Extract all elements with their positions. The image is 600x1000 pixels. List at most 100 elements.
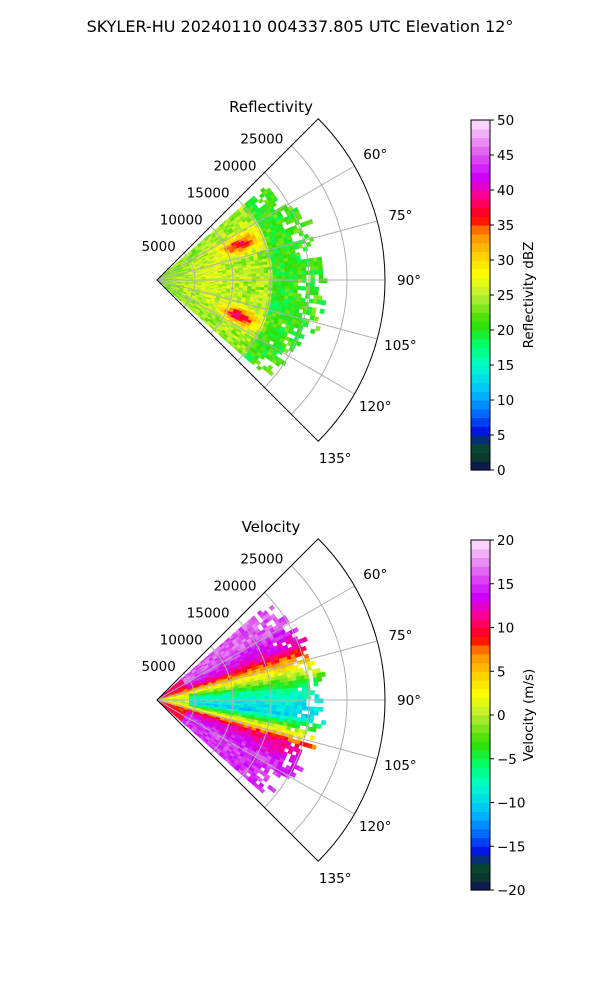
data-cell (293, 278, 299, 283)
radial-tick-label: 15000 (187, 185, 230, 201)
data-cell (301, 706, 307, 711)
colorbar-step (471, 356, 490, 366)
colorbar-step (471, 382, 490, 392)
radial-tick-label: 10000 (160, 632, 203, 648)
colorbar-step (471, 120, 490, 130)
data-cell (280, 285, 286, 290)
data-cell (226, 277, 232, 280)
data-cell (309, 710, 315, 716)
colorbar-step (471, 662, 490, 672)
data-cell (280, 282, 286, 286)
colorbar-step (471, 776, 490, 786)
colorbar-step (471, 575, 490, 585)
angle-tick-label: 90° (397, 693, 421, 709)
colorbar-step (471, 627, 490, 637)
colorbar: 0 5 10 15 20 25 30 35 40 45 50 Reflectivity dBZ (470, 113, 537, 479)
angle-tick-label: 135° (319, 451, 352, 467)
angle-tick-label: 105° (384, 758, 417, 774)
colorbar-step (471, 286, 490, 296)
data-cell (285, 701, 290, 707)
data-cell (280, 275, 286, 280)
data-cell (297, 243, 304, 249)
data-cell (314, 286, 319, 292)
data-cell (300, 713, 306, 719)
data-cell (255, 281, 261, 285)
data-cell (251, 701, 257, 705)
data-cell (234, 276, 240, 280)
colorbar-tick-label: 35 (497, 218, 514, 234)
data-cell (288, 709, 294, 714)
data-cell (301, 690, 307, 696)
colorbar-step (471, 198, 490, 209)
data-cell (308, 718, 314, 724)
data-cell (316, 723, 322, 730)
radial-tick-label: 25000 (240, 552, 283, 568)
colorbar-step (471, 715, 490, 725)
colorbar-step (471, 723, 490, 734)
colorbar-tick-label: 50 (497, 113, 514, 129)
colorbar-step (471, 820, 490, 830)
velocity-panel: Velocity 5000 10000 15000 20000 25000 60° 75° 90… (142, 518, 537, 899)
radial-tick-label: 20000 (214, 159, 257, 175)
data-cell (276, 692, 282, 697)
angle-tick-label: 105° (384, 338, 417, 354)
data-cell (314, 694, 320, 699)
colorbar-step (471, 338, 490, 349)
colorbar-label: Velocity (m/s) (521, 669, 537, 762)
data-cell (222, 695, 228, 698)
data-cell (301, 286, 307, 291)
colorbar-tick-label: 0 (497, 463, 506, 479)
data-cell (301, 274, 307, 279)
colorbar-step (471, 758, 490, 769)
colorbar-step (471, 750, 490, 760)
data-cell (293, 687, 298, 692)
data-cell (313, 294, 319, 300)
data-cell (272, 284, 278, 289)
data-cell (301, 686, 307, 692)
data-cell (293, 698, 299, 703)
figure-suptitle: SKYLER-HU 20240110 004337.805 UTC Elevat… (87, 17, 514, 36)
colorbar-step (471, 146, 490, 156)
data-cell (276, 278, 282, 283)
data-cell (259, 270, 265, 274)
data-cell (260, 275, 265, 280)
data-cell (296, 293, 302, 298)
data-cell (280, 268, 286, 273)
data-cell (259, 690, 265, 694)
data-cell (309, 660, 316, 667)
colorbar-step (471, 251, 490, 261)
data-cell (297, 267, 303, 272)
colorbar-tick-label: 40 (497, 183, 514, 199)
colorbar-step (471, 303, 490, 314)
data-cell (251, 273, 257, 277)
data-cell (316, 299, 323, 305)
data-cell (226, 697, 232, 700)
data-cell (296, 214, 303, 221)
chart-title: Reflectivity (229, 98, 313, 116)
data-cell (284, 264, 290, 270)
data-cell (297, 702, 303, 707)
colorbar-tick-label: −5 (497, 752, 517, 768)
data-cell (210, 277, 215, 280)
data-cell (289, 278, 294, 283)
data-cell (297, 690, 303, 696)
colorbar-step (471, 321, 490, 331)
data-cell (297, 270, 303, 276)
data-cell (280, 698, 286, 703)
data-cell (311, 727, 317, 733)
data-cell (297, 709, 303, 715)
data-cell (297, 694, 303, 700)
data-cell (299, 721, 305, 727)
data-cell (318, 269, 324, 275)
colorbar-step (471, 846, 490, 856)
data-cell (255, 276, 261, 280)
colorbar-step (471, 295, 490, 305)
data-cell (320, 299, 327, 306)
colorbar-step (471, 233, 490, 244)
colorbar-step (471, 163, 490, 174)
colorbar-tick-label: 10 (497, 621, 514, 637)
data-cell (272, 692, 278, 697)
data-cell (272, 269, 278, 274)
colorbar-step (471, 697, 490, 707)
data-cell (288, 687, 294, 693)
